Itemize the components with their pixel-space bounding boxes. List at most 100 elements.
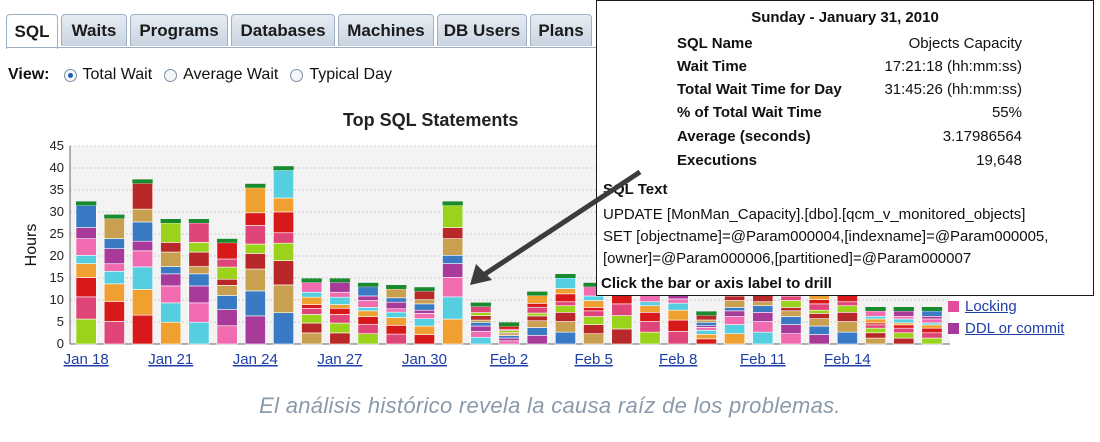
legend-label[interactable]: Locking — [965, 298, 1017, 315]
bar[interactable] — [329, 278, 351, 345]
tab-divider — [6, 47, 596, 48]
legend-item-ddl-or-commit[interactable]: DDL or commit — [948, 320, 1064, 337]
bar-cap — [498, 322, 520, 327]
tab-label: DB Users — [443, 20, 521, 40]
tab-sql[interactable]: SQL — [6, 14, 58, 49]
view-selector: View: Total Wait Average Wait Typical Da… — [8, 66, 392, 84]
bar[interactable] — [414, 287, 435, 345]
tooltip-panel: Sunday - January 31, 2010 SQL Name Object… — [596, 0, 1094, 296]
bar[interactable] — [160, 219, 182, 345]
arrow-shaft — [480, 169, 642, 279]
bar-segment[interactable] — [103, 218, 125, 239]
bar-cap — [357, 282, 379, 287]
x-tick-label[interactable]: Jan 30 — [402, 351, 447, 368]
y-tick-label: 10 — [50, 292, 64, 307]
bar-cap — [104, 214, 125, 219]
radio-label-typical-day: Typical Day — [309, 66, 393, 83]
y-tick-label: 35 — [50, 182, 64, 197]
y-tick-label: 20 — [50, 248, 64, 263]
bar-cap — [696, 311, 717, 316]
radio-total-wait[interactable] — [63, 68, 77, 82]
bar[interactable] — [442, 201, 464, 345]
y-axis-label: Hours — [23, 224, 40, 267]
bar[interactable] — [583, 282, 605, 345]
y-tick-label: 45 — [50, 138, 64, 153]
tooltip-key: % of Total Wait Time — [677, 104, 822, 121]
x-tick-label[interactable]: Feb 8 — [659, 351, 697, 368]
bar-cap — [555, 274, 576, 278]
tab-machines[interactable]: Machines — [338, 14, 434, 46]
caption: El análisis histórico revela la causa ra… — [259, 393, 841, 418]
x-tick-label[interactable]: Feb 11 — [740, 351, 786, 368]
bar[interactable] — [301, 278, 323, 345]
tab-waits[interactable]: Waits — [61, 14, 127, 46]
sql-text-line: UPDATE [MonMan_Capacity].[dbo].[qcm_v_mo… — [603, 206, 1026, 223]
bar[interactable] — [921, 307, 943, 345]
y-tick-label: 25 — [50, 226, 64, 241]
tooltip-value: 3.17986564 — [942, 128, 1022, 145]
bar[interactable] — [244, 183, 266, 345]
bar-cap — [132, 179, 153, 184]
bar-cap — [865, 307, 886, 311]
drill-hint: Click the bar or axis label to drill — [601, 275, 832, 292]
legend-item-locking[interactable]: Locking — [948, 298, 1017, 315]
bar[interactable] — [498, 322, 520, 345]
tooltip-key: Executions — [677, 152, 758, 169]
bar-cap — [583, 282, 604, 287]
bar[interactable] — [103, 214, 125, 345]
tab-label: Programs — [139, 20, 219, 40]
tooltip-value: 55% — [991, 104, 1022, 121]
bar[interactable] — [75, 201, 97, 345]
x-tick-label[interactable]: Jan 18 — [64, 351, 109, 368]
bar[interactable] — [216, 238, 238, 345]
tooltip-key: Average (seconds) — [677, 128, 811, 145]
tooltip-value: 17:21:18 (hh:mm:ss) — [884, 58, 1022, 75]
bar[interactable] — [385, 285, 407, 345]
tab-db-users[interactable]: DB Users — [437, 14, 527, 46]
x-tick-label[interactable]: Jan 24 — [233, 351, 278, 368]
radio-average-wait[interactable] — [164, 68, 178, 82]
tab-label: Machines — [347, 20, 425, 40]
bar[interactable] — [695, 311, 717, 345]
bar[interactable] — [132, 179, 153, 345]
tooltip-key: SQL Name — [677, 35, 753, 52]
y-tick-label: 15 — [50, 270, 64, 285]
tab-databases[interactable]: Databases — [231, 14, 335, 46]
bar[interactable] — [470, 302, 492, 345]
bar-cap — [386, 285, 407, 289]
tooltip-value: Objects Capacity — [908, 35, 1022, 52]
y-tick-label: 30 — [50, 204, 64, 219]
tab-plans[interactable]: Plans — [530, 14, 592, 46]
bar[interactable] — [526, 291, 548, 345]
legend-label[interactable]: DDL or commit — [965, 320, 1065, 337]
x-tick-label[interactable]: Feb 14 — [824, 351, 871, 368]
tooltip-value: 19,648 — [976, 152, 1022, 169]
bar-segment[interactable] — [414, 290, 435, 300]
radio-typical-day[interactable] — [290, 68, 304, 82]
bar[interactable] — [893, 307, 915, 345]
bar-cap — [470, 302, 492, 307]
bar-cap — [527, 291, 548, 296]
bar[interactable] — [273, 166, 294, 345]
bar-cap — [329, 278, 351, 283]
tooltip-date: Sunday - January 31, 2010 — [751, 9, 939, 26]
bar[interactable] — [865, 307, 887, 345]
tooltip-key: Wait Time — [677, 58, 748, 75]
x-tick-label[interactable]: Feb 2 — [490, 351, 528, 368]
bar[interactable] — [357, 282, 379, 345]
radio-label-average-wait: Average Wait — [183, 66, 279, 83]
chart-title: Top SQL Statements — [343, 110, 519, 130]
view-label: View: — [8, 66, 50, 83]
bar[interactable] — [554, 274, 576, 345]
tooltip-value: 31:45:26 (hh:mm:ss) — [884, 81, 1022, 98]
bar-segment[interactable] — [244, 187, 266, 214]
x-tick-label[interactable]: Jan 21 — [148, 351, 193, 368]
bar[interactable] — [188, 219, 210, 345]
arrow-head — [470, 264, 492, 285]
y-tick-label: 5 — [57, 314, 64, 329]
x-tick-label[interactable]: Jan 27 — [317, 351, 362, 368]
x-tick-label[interactable]: Feb 5 — [574, 351, 612, 368]
tab-programs[interactable]: Programs — [130, 14, 228, 46]
bar-cap — [188, 219, 210, 223]
